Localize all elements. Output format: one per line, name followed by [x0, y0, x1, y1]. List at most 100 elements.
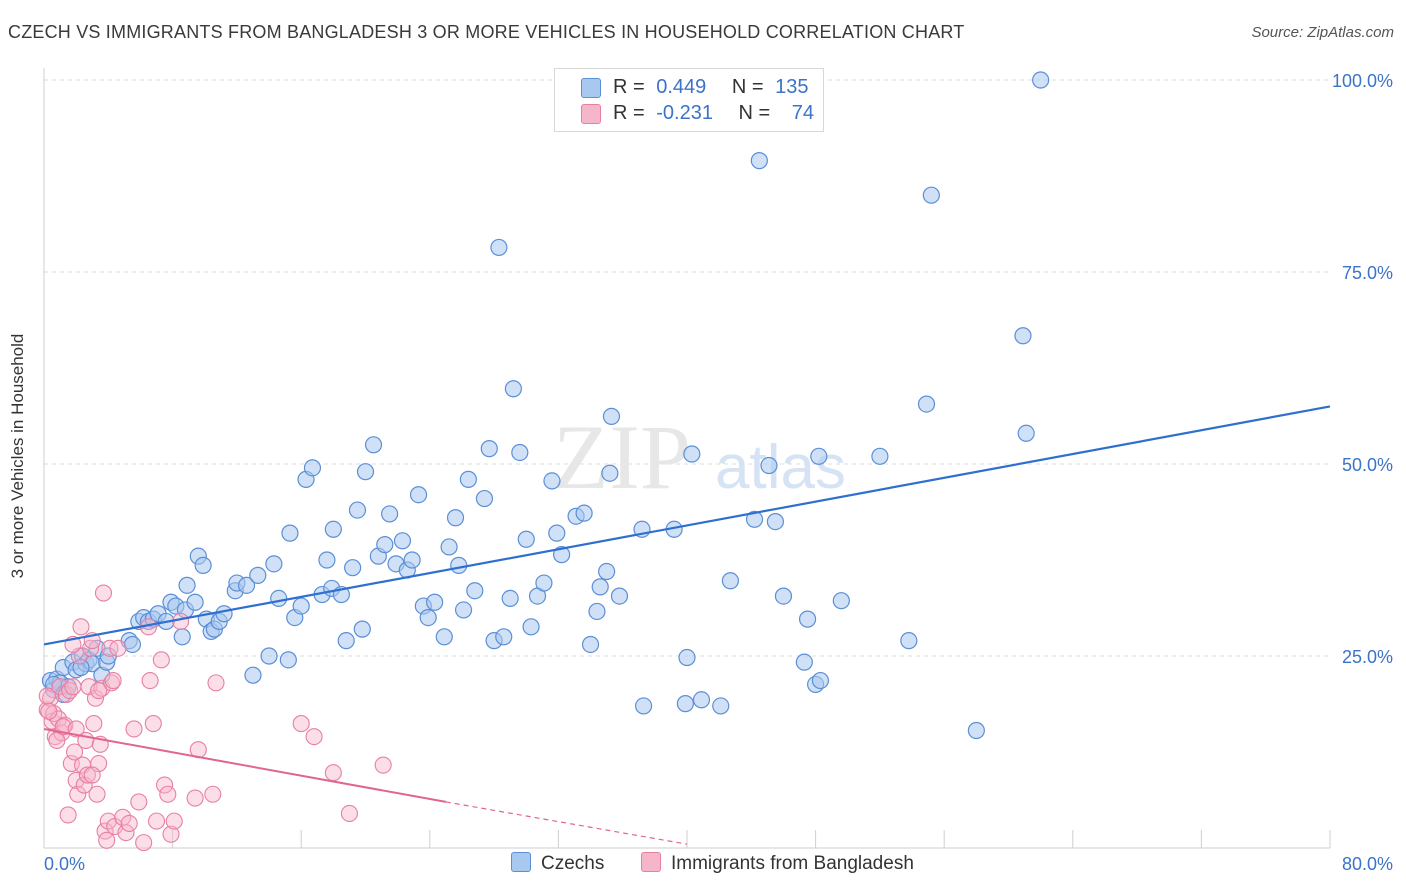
bangladesh-point — [65, 743, 84, 761]
legend-n-label: N = — [738, 102, 771, 124]
bangladesh-point — [67, 720, 85, 738]
bangladesh-point — [104, 672, 122, 690]
czechs-point — [535, 574, 553, 592]
y-tick-label: 50.0% — [1342, 455, 1393, 475]
czechs-point — [419, 608, 437, 627]
bangladesh-point — [85, 715, 103, 733]
bangladesh-point — [120, 814, 138, 832]
bangladesh-point — [130, 793, 148, 811]
bottom-legend-label-bangladesh: Immigrants from Bangladesh — [671, 853, 914, 874]
bangladesh-trend-line — [43, 727, 447, 803]
czechs-point — [798, 610, 817, 628]
czechs-trend-line — [43, 405, 1331, 646]
legend-r-value: 0.449 — [656, 76, 707, 98]
czechs-point — [676, 695, 694, 713]
czechs-point — [356, 463, 375, 481]
bangladesh-point — [90, 682, 108, 700]
czechs-point — [318, 551, 336, 569]
czechs-point — [774, 587, 793, 605]
czechs-point — [426, 593, 444, 611]
bangladesh-point — [67, 771, 85, 789]
czechs-point — [832, 592, 850, 610]
bangladesh-point — [305, 728, 323, 746]
bangladesh-trend-extension — [445, 801, 688, 845]
czechs-point — [440, 538, 458, 556]
czechs-point — [446, 509, 465, 527]
bangladesh-point — [48, 731, 66, 750]
bangladesh-point — [374, 756, 392, 774]
bangladesh-point — [125, 720, 143, 738]
czechs-point — [393, 532, 412, 550]
czechs-point — [760, 456, 778, 475]
czechs-point — [324, 520, 342, 538]
czechs-point — [265, 555, 283, 573]
bangladesh-point — [40, 702, 58, 720]
czechs-point — [504, 380, 522, 398]
x-tick-label: 0.0% — [44, 854, 85, 874]
czechs-point — [178, 576, 196, 594]
bangladesh-point — [207, 674, 225, 692]
bangladesh-point — [83, 766, 101, 784]
bangladesh-point — [109, 639, 127, 657]
x-tick-label: 80.0% — [1342, 854, 1393, 874]
czechs-point — [766, 512, 785, 531]
data-points — [38, 71, 1050, 852]
czechs-point — [466, 582, 484, 600]
czechs-point — [634, 697, 653, 715]
czechs-point — [450, 556, 468, 574]
czechs-point — [548, 524, 566, 542]
czechs-point — [543, 472, 561, 490]
czechs-point — [281, 524, 299, 542]
bangladesh-point — [98, 831, 116, 849]
legend-n-value: 74 — [791, 102, 815, 124]
bangladesh-point — [135, 834, 153, 852]
czechs-point — [475, 489, 494, 508]
czechs-point — [403, 551, 421, 569]
legend-swatch-bangladesh — [581, 104, 601, 124]
czechs-point — [721, 572, 740, 590]
czechs-point — [922, 186, 940, 204]
trend-lines — [43, 405, 1331, 845]
legend-n-label: N = — [731, 76, 764, 98]
bangladesh-point — [64, 678, 82, 696]
y-tick-label: 25.0% — [1342, 647, 1393, 667]
bangladesh-point — [172, 612, 190, 630]
czechs-point — [186, 593, 204, 611]
czechs-point — [1032, 71, 1050, 89]
czechs-point — [123, 635, 142, 654]
source-credit: Source: ZipAtlas.com — [1251, 24, 1394, 41]
y-tick-label: 75.0% — [1342, 263, 1393, 283]
czechs-point — [678, 648, 696, 667]
legend-swatch-czechs — [581, 78, 601, 98]
czechs-point — [871, 447, 889, 465]
czechs-point — [591, 578, 609, 596]
czechs-point — [917, 395, 936, 413]
legend-n-value: 135 — [775, 76, 809, 98]
y-axis-label: 3 or more Vehicles in Household — [8, 333, 27, 579]
czechs-point — [900, 632, 918, 650]
czechs-point — [602, 407, 621, 425]
czechs-point — [811, 671, 830, 690]
czechs-point — [795, 653, 813, 671]
czechs-point — [459, 470, 477, 488]
czechs-point — [490, 238, 508, 257]
y-tick-label: 100.0% — [1332, 71, 1393, 91]
czechs-point — [292, 597, 310, 615]
czechs-point — [353, 620, 371, 638]
bangladesh-point — [38, 687, 56, 705]
czechs-point — [348, 501, 367, 519]
bottom-legend-swatch-bangladesh — [641, 852, 661, 872]
czechs-point — [553, 546, 571, 564]
correlation-legend: R = 0.449 N = 135 R = -0.231 N = 74 — [554, 68, 824, 132]
legend-r-label: R = — [613, 102, 645, 124]
czechs-point — [480, 440, 498, 458]
czechs-point — [745, 510, 764, 528]
czechs-point — [750, 152, 768, 170]
czechs-point — [683, 445, 701, 463]
legend-r-value: -0.231 — [656, 102, 713, 124]
bangladesh-point — [72, 618, 90, 636]
bangladesh-point — [94, 584, 113, 602]
czechs-point — [967, 721, 985, 740]
czechs-point — [194, 556, 212, 574]
czechs-point — [173, 628, 191, 646]
